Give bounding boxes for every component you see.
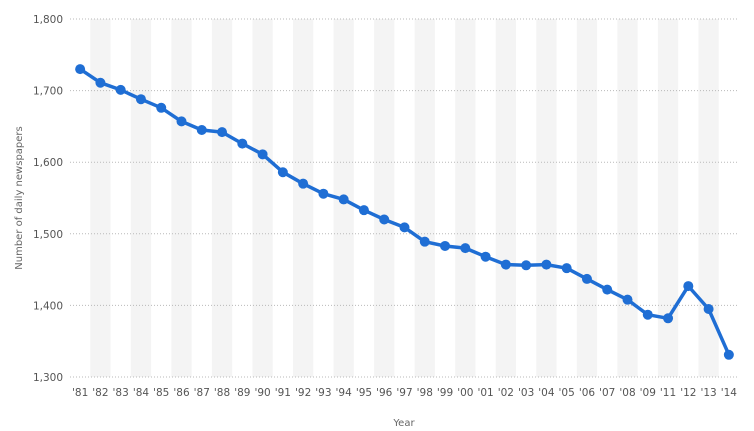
data-point — [703, 303, 714, 314]
data-point — [561, 263, 572, 274]
x-tick-label: '95 — [356, 387, 372, 399]
y-axis-ticks: 1,300 1,400 1,500 1,600 1,700 1,800 — [33, 14, 63, 384]
x-tick-label: '14 — [721, 387, 738, 399]
gridlines — [70, 18, 739, 378]
x-tick-label: '05 — [559, 387, 575, 399]
x-tick-label: '89 — [234, 387, 250, 399]
background-band — [576, 19, 598, 377]
data-point — [217, 127, 228, 138]
x-tick-label: '02 — [498, 387, 514, 399]
data-point — [338, 194, 349, 205]
data-point — [298, 178, 309, 189]
data-point — [440, 240, 451, 251]
data-point — [196, 124, 207, 135]
y-tick-label: 1,400 — [33, 300, 63, 312]
y-tick-label: 1,600 — [33, 157, 63, 169]
x-tick-label: '87 — [194, 387, 210, 399]
data-point — [379, 214, 390, 225]
y-tick-label: 1,800 — [33, 14, 63, 26]
x-tick-label: '07 — [599, 387, 615, 399]
data-point — [541, 259, 552, 270]
data-point — [602, 284, 613, 295]
data-point — [176, 116, 187, 127]
data-point — [683, 281, 694, 292]
x-tick-label: '86 — [173, 387, 190, 399]
x-axis-title: Year — [392, 418, 415, 429]
data-point — [237, 138, 248, 149]
x-tick-label: '81 — [72, 387, 88, 399]
x-tick-label: '13 — [700, 387, 716, 399]
x-tick-label: '82 — [92, 387, 108, 399]
y-tick-label: 1,300 — [33, 372, 63, 384]
data-point — [500, 259, 511, 270]
data-point — [642, 309, 653, 320]
background-band — [495, 19, 516, 377]
data-point — [663, 313, 674, 324]
x-tick-label: '92 — [295, 387, 311, 399]
x-axis-ticks: '81 '82 '83 '84'85 '86 '87 '88 '89 '90 '91 '92 '93 '… — [72, 387, 737, 399]
data-point — [115, 84, 126, 95]
x-tick-label: '94 — [336, 387, 353, 399]
data-point — [399, 222, 410, 233]
data-point — [257, 149, 268, 160]
data-point — [318, 188, 329, 199]
background-band — [374, 19, 395, 377]
background-band — [536, 19, 557, 377]
x-tick-label: '03 — [518, 387, 534, 399]
data-point — [622, 294, 633, 305]
x-tick-label: '00 — [457, 387, 473, 399]
background-band — [90, 19, 111, 377]
data-point — [460, 243, 471, 254]
x-tick-label: '91 — [275, 387, 291, 399]
data-point — [581, 273, 592, 284]
x-tick-label: '09 — [640, 387, 656, 399]
data-point — [521, 260, 532, 271]
x-tick-label: '06 — [579, 387, 596, 399]
data-point — [135, 94, 146, 105]
data-point — [419, 236, 430, 247]
x-tick-label: '12 — [680, 387, 696, 399]
background-band — [293, 19, 314, 377]
data-point — [277, 167, 288, 178]
data-point — [480, 251, 491, 262]
y-axis-title: Number of daily newspapers — [14, 126, 25, 269]
background-band — [698, 19, 719, 377]
data-point — [95, 77, 106, 88]
x-tick-label: '84 — [133, 387, 150, 399]
background-band — [657, 19, 679, 377]
x-tick-label: '11 — [660, 387, 676, 399]
background-band — [617, 19, 638, 377]
x-tick-label: '88 — [214, 387, 230, 399]
x-tick-label: '85 — [153, 387, 169, 399]
x-tick-label: '08 — [619, 387, 635, 399]
background-band — [414, 19, 435, 377]
x-tick-label: '90 — [254, 387, 270, 399]
data-point — [723, 349, 734, 360]
background-band — [211, 19, 233, 377]
x-tick-label: '99 — [437, 387, 453, 399]
x-tick-label: '98 — [417, 387, 433, 399]
background-band — [455, 19, 476, 377]
background-band — [252, 19, 273, 377]
background-band — [130, 19, 152, 377]
x-tick-label: '04 — [538, 387, 555, 399]
background-band — [171, 19, 192, 377]
data-point — [156, 102, 167, 113]
series-group — [75, 64, 734, 360]
x-tick-label: '96 — [376, 387, 393, 399]
x-tick-label: '83 — [113, 387, 129, 399]
y-tick-label: 1,500 — [33, 229, 63, 241]
data-point — [75, 64, 86, 75]
y-tick-label: 1,700 — [33, 86, 63, 98]
data-point — [358, 205, 369, 216]
x-tick-label: '97 — [396, 387, 412, 399]
x-tick-label: '93 — [315, 387, 331, 399]
background-bands — [90, 19, 719, 377]
x-tick-label: '01 — [477, 387, 493, 399]
